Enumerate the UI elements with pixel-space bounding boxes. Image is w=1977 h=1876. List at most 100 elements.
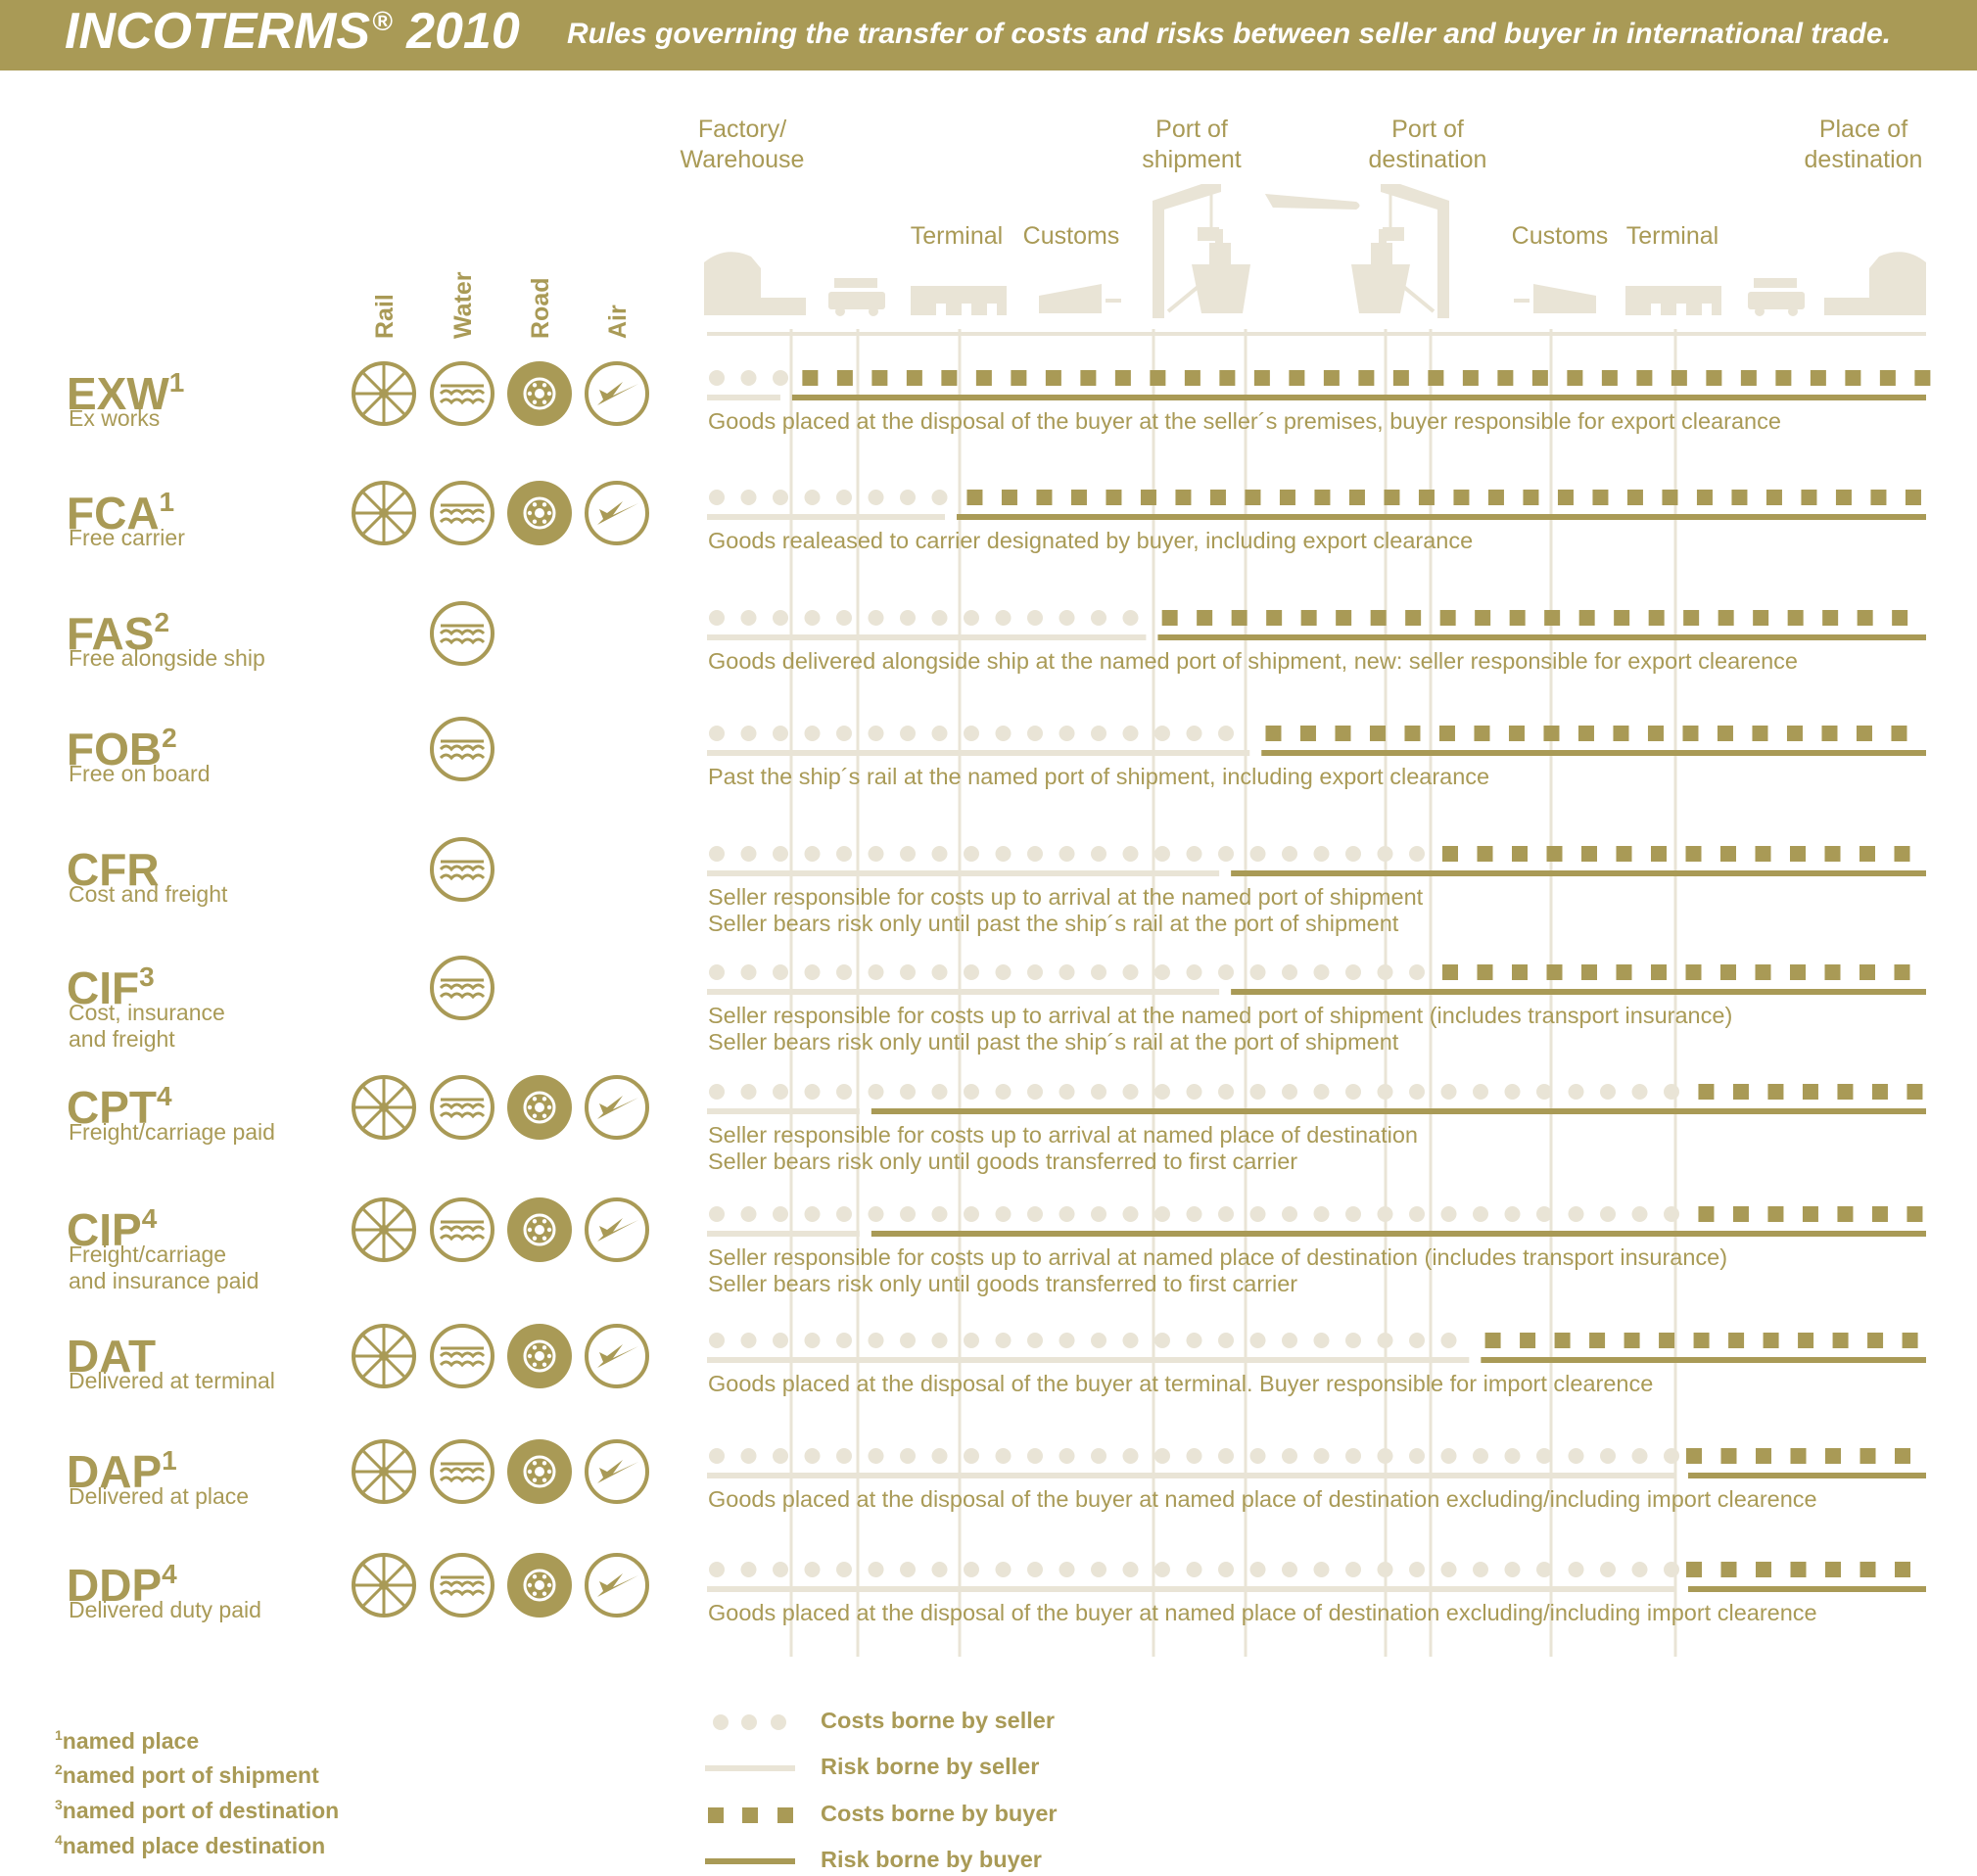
ship-funnel — [1215, 229, 1223, 243]
waves-ring — [430, 1075, 494, 1140]
cost-buyer-square — [1859, 964, 1875, 980]
cost-buyer-square — [1384, 490, 1400, 505]
cost-buyer-square — [1720, 1562, 1737, 1577]
cost-seller-dot — [1091, 610, 1106, 626]
cost-buyer-square — [941, 370, 958, 386]
term-footnote-mark: 1 — [159, 487, 175, 517]
tire-bolt — [532, 1345, 538, 1350]
tire-bolt — [532, 399, 538, 404]
term-code: DDP4 — [67, 1552, 177, 1608]
truck-icon — [1748, 278, 1805, 316]
term-code: FAS2 — [67, 600, 169, 656]
cost-buyer-square — [1209, 490, 1226, 505]
cost-seller-dot — [709, 610, 725, 626]
cost-seller-dot — [1059, 1448, 1075, 1464]
term-description: Goods placed at the disposal of the buye… — [708, 1600, 1817, 1625]
footnote-number: 4 — [55, 1832, 63, 1848]
waves-ring — [430, 361, 494, 426]
cost-buyer-square — [1895, 1562, 1910, 1577]
tire-bolt — [527, 510, 533, 516]
cost-buyer-square — [1786, 726, 1803, 741]
tire-icon — [507, 1197, 572, 1262]
cost-buyer-square — [1624, 1333, 1640, 1348]
footnote: 3named port of destination — [55, 1797, 339, 1824]
cost-seller-dot — [1345, 846, 1361, 862]
term-timeline — [707, 726, 1926, 756]
cost-seller-dot — [1186, 1562, 1202, 1577]
tire-bolt — [532, 1574, 538, 1579]
tire-icon — [507, 481, 572, 545]
port-of-shipment-icon — [1133, 184, 1250, 318]
risk-seller-line — [707, 750, 1250, 756]
cost-seller-dot — [995, 726, 1012, 741]
tire-bolt — [532, 383, 538, 388]
cost-seller-dot — [1345, 1206, 1361, 1222]
cost-seller-dot — [1440, 1084, 1457, 1100]
cost-seller-dot — [1218, 964, 1234, 980]
term-name: Free carrier — [69, 525, 185, 550]
cost-seller-dot — [1409, 964, 1425, 980]
wave — [439, 629, 486, 636]
cost-buyer-square — [1837, 1084, 1854, 1100]
risk-buyer-line — [1688, 1586, 1926, 1592]
footnote: 2named port of shipment — [55, 1761, 319, 1789]
cost-buyer-square — [1418, 490, 1435, 505]
cost-seller-dot — [773, 610, 788, 626]
cost-seller-dot — [709, 1562, 725, 1577]
cost-seller-dot — [1473, 1448, 1488, 1464]
waves-ring — [430, 956, 494, 1020]
cost-buyer-square — [1520, 1333, 1536, 1348]
risk-seller-line — [707, 870, 1220, 876]
wheel-hub — [379, 1102, 389, 1112]
wave — [439, 983, 486, 991]
footnote-number: 3 — [55, 1797, 63, 1812]
tire-bolt — [527, 1469, 533, 1475]
tire-hub — [535, 1102, 544, 1112]
waves-icon — [430, 361, 494, 426]
cost-seller-dot — [1282, 1206, 1297, 1222]
term-modes — [430, 601, 494, 666]
cost-buyer-square — [1906, 1084, 1923, 1100]
cost-buyer-square — [1891, 726, 1907, 741]
cost-buyer-square — [1824, 846, 1841, 862]
cost-seller-dot — [900, 1448, 916, 1464]
tire-icon — [507, 1553, 572, 1618]
cost-seller-dot — [1377, 1448, 1393, 1464]
location-label: Port of shipment — [1142, 116, 1242, 173]
cost-buyer-square — [1802, 1084, 1818, 1100]
cost-seller-dot — [836, 726, 852, 741]
cost-seller-dot — [1664, 1448, 1679, 1464]
cost-seller-dot — [1186, 1448, 1202, 1464]
cost-buyer-square — [1080, 370, 1097, 386]
cost-buyer-square — [1720, 964, 1736, 980]
tire-bolt — [527, 1582, 533, 1588]
cost-seller-dot — [1091, 964, 1106, 980]
airplane-icon — [1265, 194, 1360, 210]
cost-seller-dot — [740, 964, 757, 980]
cost-seller-dot — [773, 370, 788, 386]
ship-cabin — [1209, 243, 1231, 264]
factory-shape — [1824, 252, 1926, 315]
cost-seller-dot — [931, 490, 948, 505]
footnote-number: 2 — [55, 1761, 63, 1777]
cost-buyer-square — [1544, 610, 1561, 626]
waves-ring — [430, 837, 494, 902]
plane-icon — [585, 1553, 649, 1618]
tire-bolt — [541, 1113, 547, 1118]
airplane-body — [1265, 194, 1360, 210]
cost-seller-dot — [868, 1333, 884, 1348]
term-timeline — [707, 370, 1931, 400]
term-description: Goods realeased to carrier designated by… — [708, 528, 1474, 553]
cost-buyer-square — [1484, 1333, 1501, 1348]
tire-bolt — [541, 1574, 547, 1579]
cost-buyer-square — [1554, 1333, 1571, 1348]
cost-seller-dot — [964, 964, 979, 980]
cost-buyer-square — [1857, 610, 1873, 626]
cost-buyer-square — [1336, 610, 1352, 626]
cost-buyer-square — [1835, 490, 1852, 505]
cost-buyer-square — [1581, 846, 1597, 862]
risk-buyer-line — [1231, 989, 1926, 995]
cost-buyer-square — [1905, 490, 1921, 505]
footnote-number: 1 — [55, 1727, 63, 1743]
